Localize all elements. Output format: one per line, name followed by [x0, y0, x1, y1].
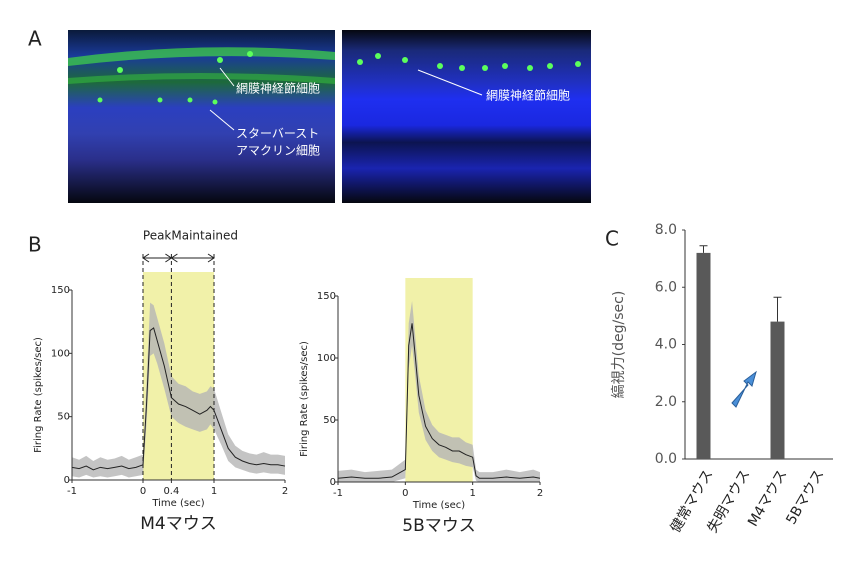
x-axis-label: Time (sec) [412, 500, 465, 511]
y-tick-label: 6.0 [655, 279, 677, 295]
ipl-layer [68, 73, 335, 84]
phase-arrow [142, 253, 173, 263]
panel-label: C [605, 227, 619, 251]
error-bar [773, 296, 782, 322]
annotation: 網膜神経節細胞 [486, 88, 570, 103]
x-tick-label: 2 [537, 488, 543, 499]
gcl-layer [68, 47, 335, 66]
y-tick-label: 0 [64, 475, 70, 486]
x-tick-label: 1 [469, 488, 475, 499]
micrograph-right [342, 30, 591, 203]
panel-label: B [28, 233, 42, 257]
phase-label: Peak [143, 229, 172, 243]
y-tick-label: 4.0 [655, 337, 677, 353]
x-tick-label: 5Bマウス [783, 467, 827, 527]
annotation: アマクリン細胞 [236, 144, 320, 158]
annotation: 網膜神経節細胞 [236, 81, 320, 96]
error-band [338, 300, 540, 482]
error-bar [699, 245, 708, 253]
y-tick-label: 50 [57, 412, 70, 423]
x-tick-label: -1 [67, 486, 77, 497]
x-axis-label: Time (sec) [151, 498, 204, 509]
y-tick-label: 100 [51, 348, 70, 359]
y-tick-label: 150 [317, 291, 336, 302]
x-tick-label: 1 [211, 486, 217, 497]
chart-title: 5Bマウス [402, 516, 475, 536]
y-tick-label: 150 [51, 285, 70, 296]
error-band [72, 302, 285, 478]
x-tick-label: 0 [140, 486, 146, 497]
y-tick-label: 2.0 [655, 394, 677, 410]
arrow [731, 370, 757, 408]
x-tick-label: 2 [282, 486, 288, 497]
panel-label: A [28, 27, 42, 51]
y-tick-label: 0 [330, 477, 336, 488]
x-tick-label: 0 [402, 488, 408, 499]
y-tick-label: 8.0 [655, 222, 677, 238]
phase-label: Maintained [171, 229, 238, 243]
line [337, 323, 541, 479]
bar [696, 252, 711, 459]
stimulus-region [143, 272, 214, 480]
x-tick-label: 0.4 [163, 486, 179, 497]
line [71, 327, 286, 471]
phase-arrow [170, 253, 215, 263]
cell-dots [97, 51, 581, 105]
y-axis-label: 縞視力(deg/sec) [610, 291, 627, 399]
bar [770, 321, 785, 459]
annotation: スターバースト [236, 127, 319, 141]
y-axis-label: Firing Rate (spikes/sec) [299, 341, 310, 457]
y-tick-label: 50 [323, 415, 336, 426]
pointer-lines [209, 67, 483, 131]
chart-title: M4マウス [140, 514, 216, 534]
y-axis-label: Firing Rate (spikes/sec) [33, 337, 44, 453]
y-tick-label: 100 [317, 353, 336, 364]
y-tick-label: 0.0 [655, 451, 677, 467]
x-tick-label: -1 [333, 488, 343, 499]
